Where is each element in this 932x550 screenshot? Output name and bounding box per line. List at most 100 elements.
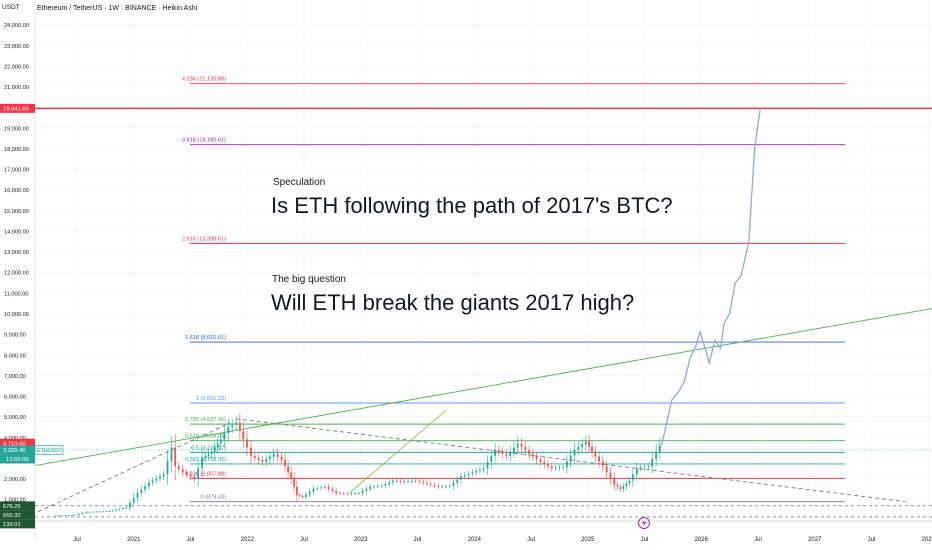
fib-level-label: 0 (879.33) [201, 495, 227, 501]
candle-body [501, 451, 504, 454]
candle-body [441, 486, 443, 488]
candle-body [554, 467, 557, 469]
price-series [55, 108, 761, 517]
candle-body [301, 496, 304, 498]
candle-body [357, 492, 360, 494]
fib-level-label: 0.236 (2,007.88) [185, 471, 226, 477]
candle-body [350, 493, 353, 495]
x-tick-label: Jul [300, 537, 308, 543]
candle-body [651, 458, 654, 467]
x-tick-label: 2021 [127, 537, 141, 543]
candle-body [361, 490, 364, 493]
x-tick-label: 2026 [695, 537, 709, 543]
candle-body [562, 467, 565, 468]
candle-body [308, 491, 311, 495]
candle-body [448, 485, 451, 487]
candle-body [516, 443, 519, 448]
candle-body [631, 474, 634, 481]
candle-body [235, 422, 238, 425]
candle-body [558, 467, 561, 469]
candle-body [284, 459, 286, 467]
candle-body [312, 488, 315, 492]
candle-body [403, 481, 406, 483]
candle-body [287, 466, 290, 473]
candle-body [55, 515, 57, 517]
candle-body [181, 469, 184, 473]
candle-body [569, 455, 572, 462]
trendline [31, 308, 932, 467]
x-tick-label: 2028 [922, 537, 932, 543]
candle-body [71, 514, 74, 516]
price-labels: 19,941.65 3,710.003,335.46 676.25 665.32 139… [0, 103, 932, 529]
candle-body [407, 481, 409, 483]
candle-body [422, 481, 425, 483]
candle-body [246, 439, 248, 448]
candle-body [497, 449, 500, 452]
candle-body [227, 426, 230, 434]
question-label: The big question [272, 274, 346, 285]
candle-body [467, 473, 470, 476]
x-tick-label: Jul [641, 537, 649, 543]
currency-label[interactable]: USDT [2, 4, 20, 11]
candle-body [213, 447, 216, 452]
candle-body [89, 511, 91, 513]
chart-title: Ethereum / TetherUS · 1W · BINANCE · Hei… [37, 5, 198, 12]
x-tick-label: Jul [414, 537, 422, 543]
candle-body [316, 488, 319, 489]
candle-body [331, 488, 334, 491]
candle-body [155, 478, 158, 481]
candle-body [346, 493, 349, 495]
candle-body [399, 480, 402, 482]
y-tick-label: 21,000.00 [4, 85, 29, 91]
price-label-box [0, 445, 35, 455]
y-tick-label: 7,000.00 [4, 374, 26, 380]
grid [35, 0, 932, 521]
candle-body [293, 478, 295, 487]
candle-body [323, 486, 326, 488]
x-tick-label: 2027 [808, 537, 822, 543]
candle-body [505, 453, 508, 456]
candle-body [460, 476, 462, 480]
y-tick-label: 23,000.00 [4, 44, 29, 50]
candle-body [437, 485, 440, 487]
price-label-box [0, 103, 35, 113]
countdown-box [0, 454, 35, 464]
candle-body [272, 453, 275, 457]
candle-body [185, 472, 188, 475]
candle-body [253, 455, 256, 458]
x-tick-label: 2022 [241, 537, 255, 543]
candle-body [463, 475, 466, 477]
candle-body [238, 422, 241, 432]
candle-body [616, 484, 619, 487]
candle-body [414, 480, 417, 482]
candle-body [98, 511, 101, 513]
price-label-text: 3,335.46 [3, 448, 26, 454]
candle-body [92, 511, 95, 513]
candle-body [619, 486, 622, 489]
fib-level-label: 0.618 (3,834.61) [185, 434, 226, 440]
candle-body [210, 451, 213, 454]
candle-body [573, 449, 576, 456]
candle-body [643, 466, 646, 468]
fib-level-label: 1.618 (8,616.61) [185, 335, 226, 341]
y-tick-label: 24,000.00 [4, 23, 29, 29]
candle-body [339, 492, 341, 494]
candle-body [475, 470, 478, 473]
event-icon[interactable] [638, 517, 650, 529]
candle-body [85, 511, 88, 513]
candle-body [395, 480, 398, 482]
price-label-box [0, 519, 35, 529]
candle-body [547, 464, 549, 467]
candle-body [609, 472, 612, 479]
candle-body [613, 478, 616, 485]
candle-body [95, 511, 98, 513]
y-tick-label: 6,000.00 [4, 395, 26, 401]
candle-body [410, 480, 413, 482]
candle-body [166, 461, 169, 475]
candle-body [136, 492, 139, 498]
trendline [349, 410, 447, 494]
candle-body [216, 443, 219, 448]
y-tick-label: 10,000.00 [4, 312, 29, 318]
candle-body [524, 446, 527, 451]
